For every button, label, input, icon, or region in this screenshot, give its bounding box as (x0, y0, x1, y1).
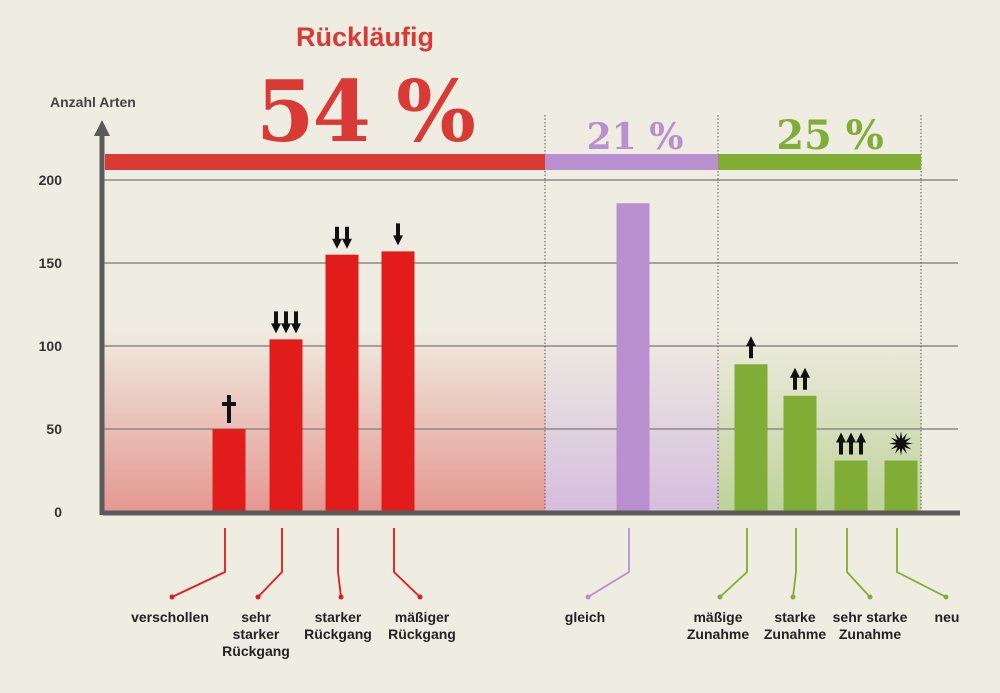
declining-background (103, 330, 545, 512)
bar-6 (783, 395, 817, 512)
connector-line (393, 528, 421, 598)
arrow-up-icon (836, 432, 846, 455)
bar-1 (269, 339, 303, 512)
arrow-down-icon (281, 311, 291, 334)
chart-title: Rückläufig (295, 22, 435, 52)
label-gleich: gleich (564, 609, 606, 625)
connector-dot (717, 594, 723, 600)
y-tick-label: 0 (54, 504, 62, 520)
label-verschollen: verschollen (131, 609, 209, 625)
connector-line (846, 528, 871, 598)
arrow-down-icon (342, 226, 352, 249)
connector-line (896, 528, 947, 598)
arrow-up-icon (856, 432, 866, 455)
connector-line (587, 528, 630, 598)
connector-line (171, 528, 226, 598)
connector-dot (417, 594, 423, 600)
group-bar-increasing (718, 154, 921, 170)
arrow-down-icon (332, 226, 342, 249)
bar-7 (834, 460, 868, 512)
label-starke-zunahme: starke Zunahme (763, 609, 827, 642)
y-axis-arrow-icon (94, 120, 110, 136)
arrow-up-icon (800, 367, 810, 390)
bar-5 (734, 364, 768, 512)
connector-line (257, 528, 283, 598)
connector-dot (790, 594, 796, 600)
connector-dot (169, 594, 175, 600)
connector-line (719, 528, 748, 598)
dagger-icon (222, 395, 236, 423)
connector-dot (943, 594, 949, 600)
bar-3 (381, 251, 415, 512)
connector-dot (867, 594, 873, 600)
bar-8 (884, 460, 918, 512)
bar-2 (325, 254, 359, 512)
arrow-down-icon (291, 311, 301, 334)
group-bar-same (545, 154, 718, 170)
connector-dot (585, 594, 591, 600)
percent-increasing: 25 % (776, 112, 884, 159)
y-tick-label: 150 (39, 255, 63, 271)
group-bar-declining (105, 154, 545, 170)
label-neu: neu (934, 609, 960, 625)
connector-dot (255, 594, 261, 600)
arrow-down-icon (393, 223, 403, 246)
connector-line (792, 528, 797, 598)
star-burst-icon (889, 431, 913, 456)
y-axis-label: Anzahl Arten (50, 94, 136, 110)
y-tick-label: 200 (39, 172, 63, 188)
bar-0 (212, 429, 246, 512)
percent-declining: 54 % (256, 62, 476, 161)
label-maessiger-rueckgang: mäßiger Rückgang (388, 609, 456, 642)
arrow-up-icon (846, 432, 856, 455)
label-sehr-starke-zunahme: sehr starke Zunahme (832, 609, 908, 642)
arrow-up-icon (790, 367, 800, 390)
bar-4 (616, 203, 650, 513)
label-maessige-zunahme: mäßige Zunahme (686, 609, 750, 642)
label-sehr-starker-rueckgang: sehr starker Rückgang (222, 609, 290, 659)
arrow-down-icon (271, 311, 281, 334)
connector-dot (338, 594, 344, 600)
y-tick-label: 50 (46, 421, 62, 437)
connector-line (337, 528, 342, 598)
y-tick-label: 100 (39, 338, 63, 354)
percent-same: 21 % (586, 116, 684, 158)
label-starker-rueckgang: starker Rückgang (304, 609, 372, 642)
arrow-up-icon (746, 336, 756, 359)
